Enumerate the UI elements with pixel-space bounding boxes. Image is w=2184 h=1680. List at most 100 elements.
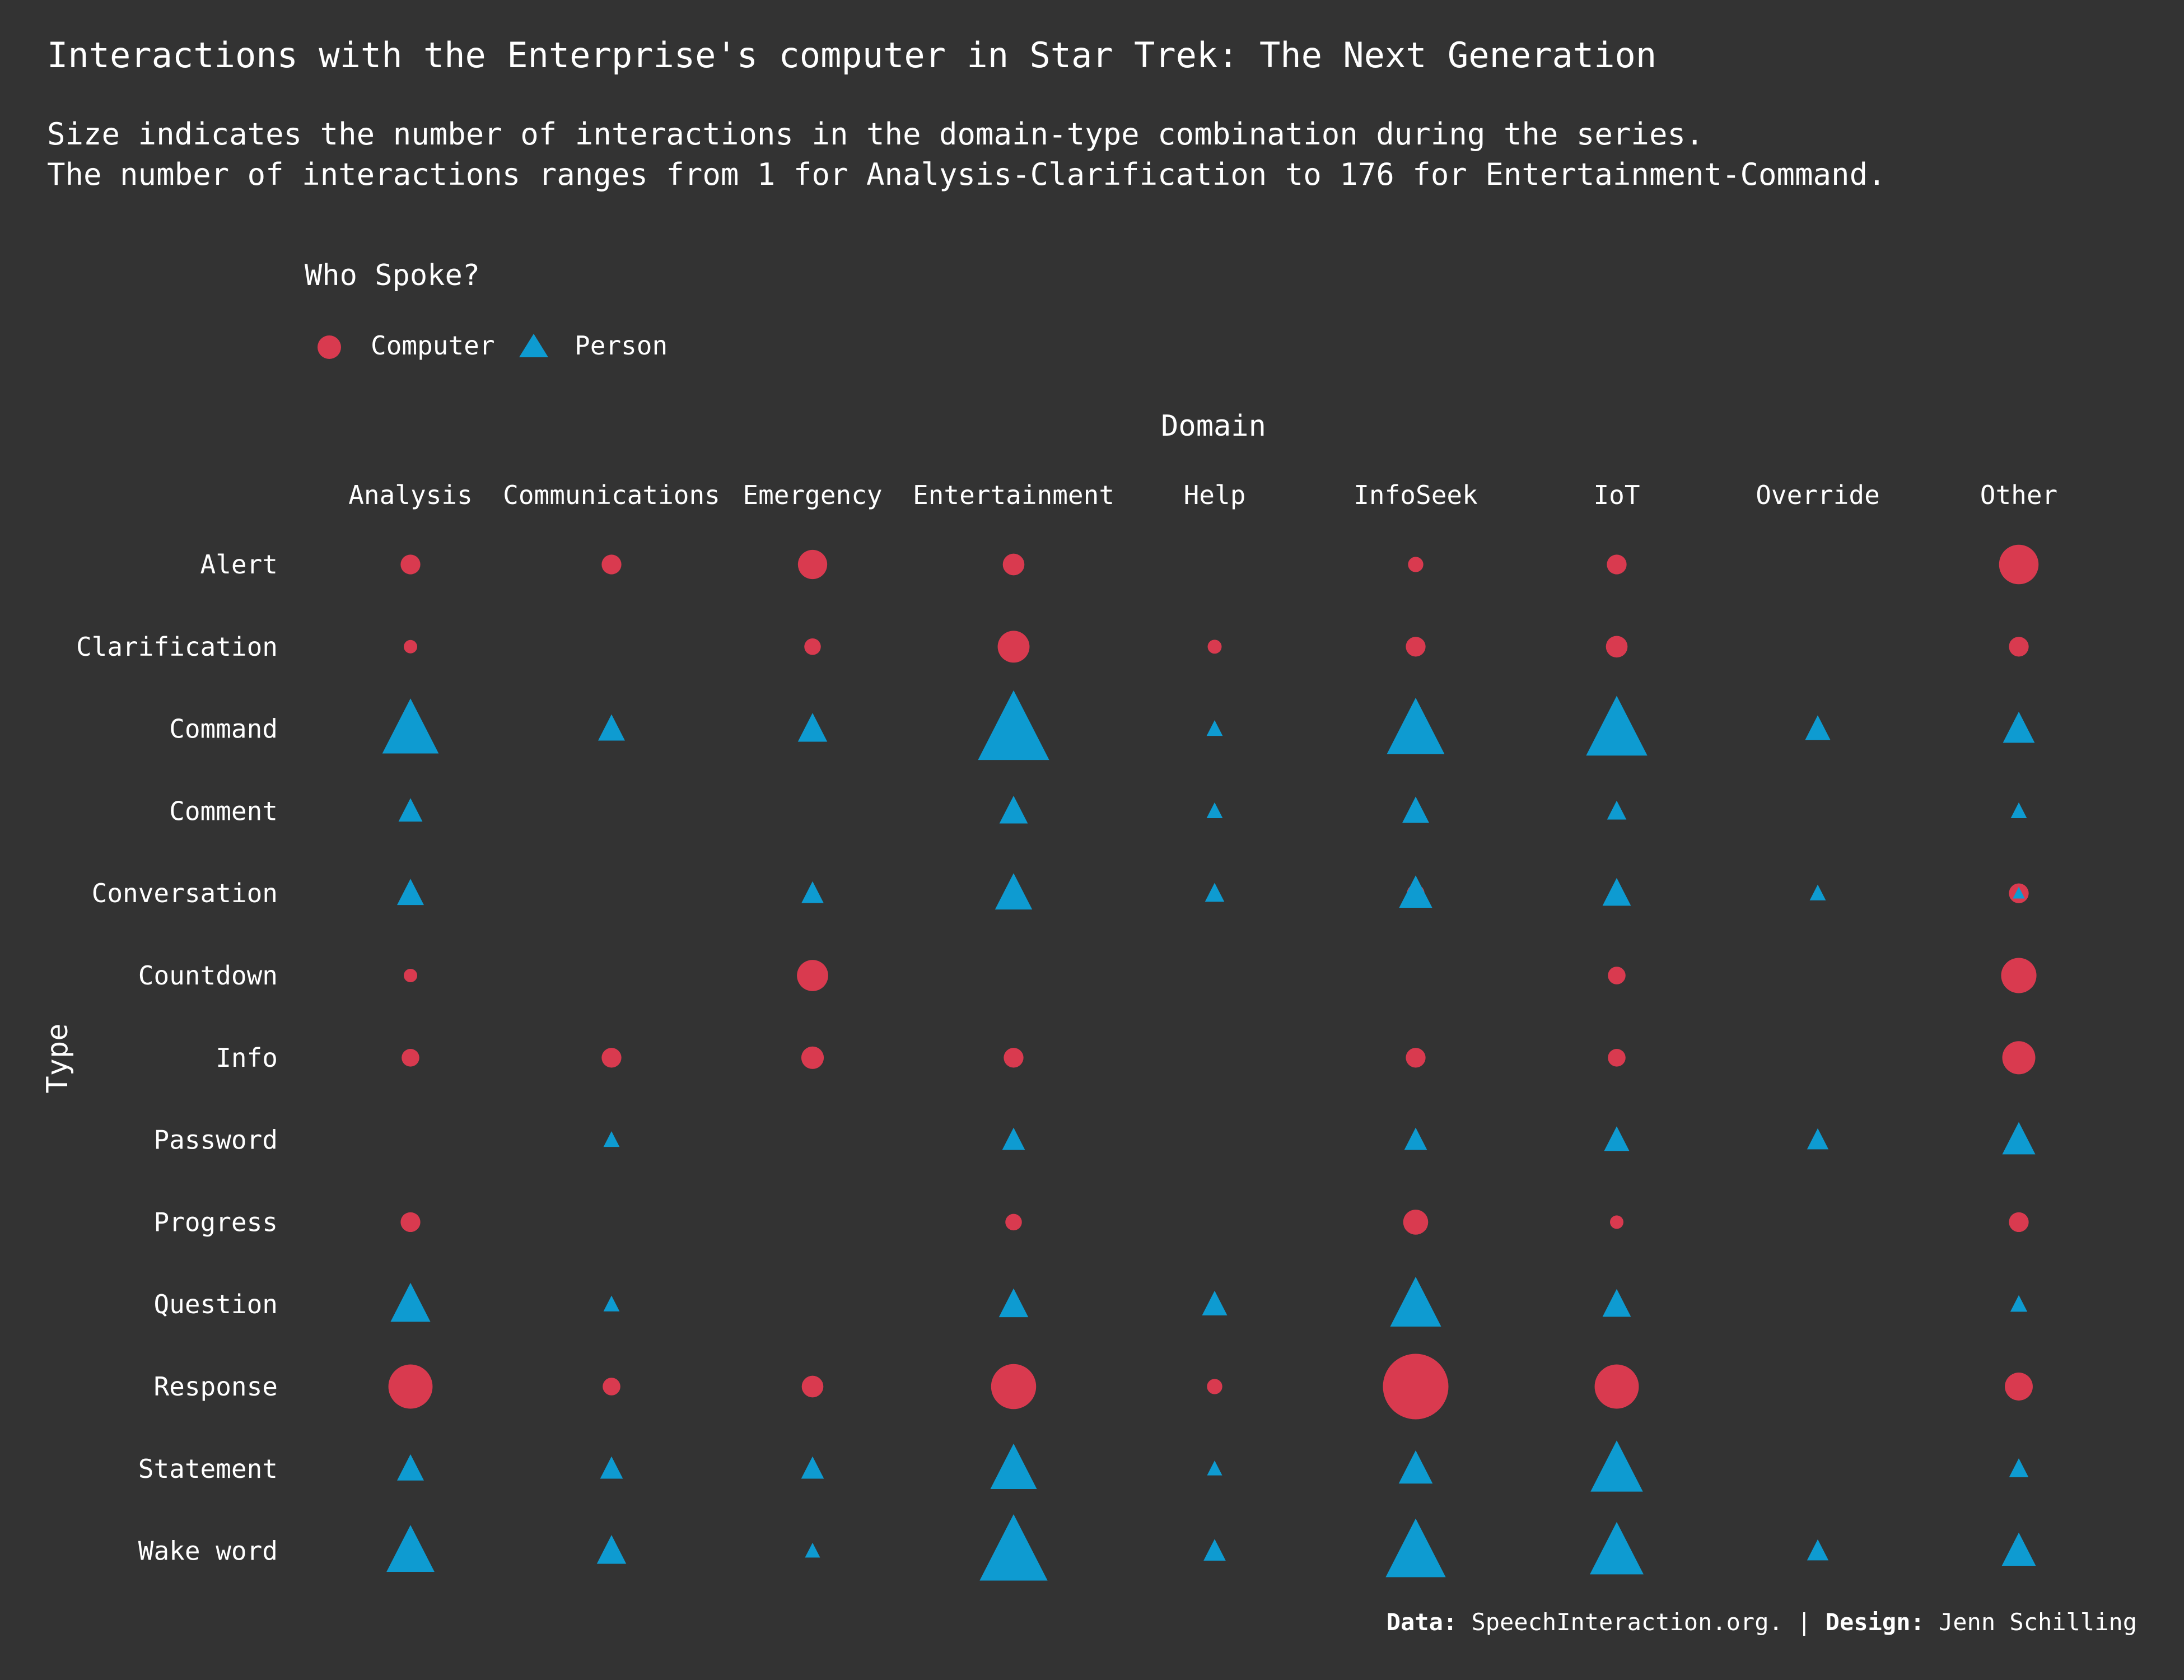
computer-point-analysis-response xyxy=(388,1364,433,1409)
x-tick-communications: Communications xyxy=(503,480,720,510)
computer-point-entertainment-clarification xyxy=(997,631,1030,663)
person-point-analysis-command xyxy=(382,698,439,754)
person-point-communications-password xyxy=(603,1131,620,1147)
legend-person-triangle-icon xyxy=(519,334,548,357)
person-point-communications-question xyxy=(603,1295,620,1312)
computer-point-emergency-response xyxy=(801,1375,824,1398)
person-point-emergency-command xyxy=(797,713,828,742)
computer-point-infoseek-info xyxy=(1406,1048,1426,1068)
computer-point-emergency-countdown xyxy=(797,960,828,991)
computer-point-iot-info xyxy=(1608,1049,1626,1067)
computer-point-other-response xyxy=(2005,1373,2033,1401)
computer-point-iot-response xyxy=(1594,1364,1639,1409)
computer-point-infoseek-response xyxy=(1383,1354,1449,1420)
person-point-analysis-comment xyxy=(398,798,423,822)
person-point-other-password xyxy=(2002,1122,2036,1155)
person-point-iot-question xyxy=(1602,1289,1631,1317)
caption-designer: Jenn Schilling xyxy=(1938,1608,2137,1636)
caption-design-label: Design: xyxy=(1825,1608,1925,1636)
person-point-emergency-wake-word xyxy=(805,1542,820,1558)
person-point-help-wake-word xyxy=(1203,1539,1226,1561)
legend-person-label: Person xyxy=(575,330,668,361)
chart-subtitle-line-1: Size indicates the number of interaction… xyxy=(47,116,1704,152)
person-point-infoseek-conversation xyxy=(1399,875,1432,908)
computer-point-communications-response xyxy=(603,1378,620,1396)
x-tick-help: Help xyxy=(1184,480,1246,510)
chart-title: Interactions with the Enterprise's compu… xyxy=(47,35,1657,76)
caption: Data: SpeechInteraction.org. | Design: J… xyxy=(1387,1608,2137,1636)
y-tick-alert: Alert xyxy=(200,549,278,580)
caption-data-source: SpeechInteraction.org. xyxy=(1471,1608,1783,1636)
person-point-iot-command xyxy=(1586,696,1648,756)
person-point-infoseek-comment xyxy=(1402,796,1429,823)
y-tick-password: Password xyxy=(153,1125,278,1155)
x-tick-entertainment: Entertainment xyxy=(913,480,1114,510)
person-point-infoseek-wake-word xyxy=(1385,1518,1446,1578)
y-tick-comment: Comment xyxy=(169,796,278,826)
chart-subtitle-line-2: The number of interactions ranges from 1… xyxy=(47,157,1886,192)
person-point-iot-wake-word xyxy=(1590,1522,1644,1575)
computer-point-emergency-clarification xyxy=(804,638,821,655)
person-point-analysis-wake-word xyxy=(386,1525,435,1572)
person-point-other-statement xyxy=(2009,1458,2029,1477)
person-point-iot-conversation xyxy=(1602,878,1631,906)
person-point-iot-password xyxy=(1604,1126,1630,1151)
y-tick-progress: Progress xyxy=(153,1207,278,1237)
y-tick-statement: Statement xyxy=(138,1454,278,1484)
person-point-infoseek-statement xyxy=(1398,1450,1433,1484)
computer-point-analysis-clarification xyxy=(404,640,417,654)
legend-title: Who Spoke? xyxy=(305,259,480,292)
person-point-entertainment-command xyxy=(978,690,1049,760)
computer-point-analysis-progress xyxy=(400,1212,421,1233)
person-point-emergency-statement xyxy=(801,1456,824,1479)
computer-point-other-progress xyxy=(2009,1212,2029,1233)
computer-point-infoseek-alert xyxy=(1408,557,1424,572)
person-point-override-wake-word xyxy=(1807,1539,1829,1561)
computer-point-iot-progress xyxy=(1610,1215,1623,1229)
person-point-override-conversation xyxy=(1809,884,1826,900)
computer-point-iot-countdown xyxy=(1608,967,1626,984)
x-tick-infoseek: InfoSeek xyxy=(1354,480,1478,510)
computer-point-analysis-alert xyxy=(400,554,421,575)
computer-point-entertainment-progress xyxy=(1005,1214,1022,1231)
legend-computer-label: Computer xyxy=(371,330,495,361)
computer-point-communications-alert xyxy=(601,554,622,575)
computer-point-infoseek-progress xyxy=(1403,1210,1429,1235)
x-tick-emergency: Emergency xyxy=(743,480,882,510)
x-tick-labels: Analysis Communications Emergency Entertain… xyxy=(348,480,2057,510)
x-axis-title: Domain xyxy=(1161,409,1266,443)
computer-point-entertainment-alert xyxy=(1002,553,1025,576)
person-point-other-question xyxy=(2010,1295,2028,1312)
caption-separator: | xyxy=(1797,1608,1812,1636)
computer-point-iot-alert xyxy=(1607,554,1627,575)
person-point-help-question xyxy=(1202,1290,1228,1315)
person-point-analysis-statement xyxy=(397,1454,424,1481)
x-tick-analysis: Analysis xyxy=(348,480,473,510)
y-tick-countdown: Countdown xyxy=(138,960,278,991)
person-point-communications-wake-word xyxy=(596,1535,627,1564)
x-tick-other: Other xyxy=(1980,480,2057,510)
person-point-other-command xyxy=(2003,711,2035,743)
computer-point-other-alert xyxy=(1999,544,2039,585)
computer-point-infoseek-clarification xyxy=(1406,637,1426,657)
y-axis-title: Type xyxy=(41,1023,74,1093)
person-point-other-comment xyxy=(2010,802,2027,818)
legend-computer-circle-icon xyxy=(318,335,341,359)
y-tick-conversation: Conversation xyxy=(92,878,278,908)
person-point-analysis-question xyxy=(390,1282,431,1322)
computer-point-communications-info xyxy=(601,1048,622,1068)
person-point-analysis-conversation xyxy=(397,879,424,906)
y-tick-clarification: Clarification xyxy=(76,632,278,662)
person-point-iot-statement xyxy=(1590,1440,1643,1492)
computer-point-other-countdown xyxy=(2001,958,2037,993)
computer-point-analysis-countdown xyxy=(404,969,417,982)
computer-point-emergency-alert xyxy=(797,549,828,580)
computer-point-entertainment-info xyxy=(1004,1048,1024,1068)
y-tick-labels: Alert Clarification Command Comment Conversa… xyxy=(76,549,278,1566)
person-point-entertainment-statement xyxy=(990,1443,1037,1490)
person-series xyxy=(382,690,2036,1581)
computer-point-iot-clarification xyxy=(1606,636,1628,658)
person-point-entertainment-password xyxy=(1002,1127,1025,1150)
caption-data-label: Data: xyxy=(1386,1608,1458,1636)
